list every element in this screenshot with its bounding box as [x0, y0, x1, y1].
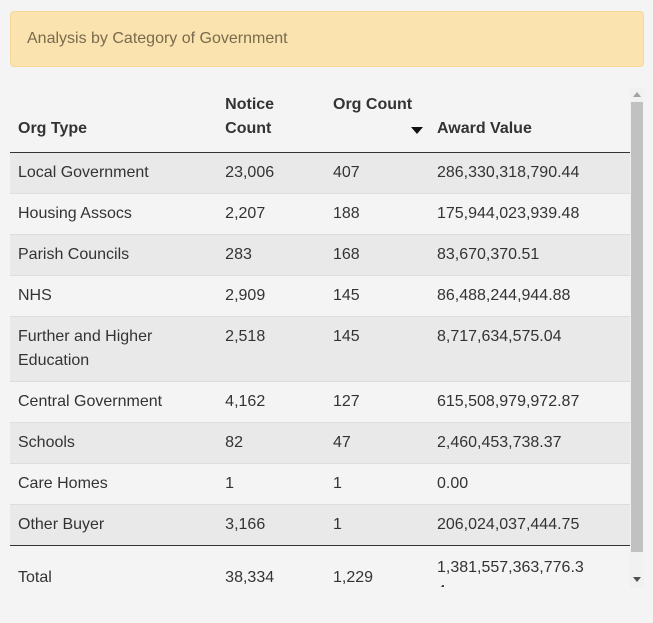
vertical-scrollbar[interactable] — [630, 88, 644, 588]
table-row[interactable]: Central Government 4,162 127 615,508,979,97… — [10, 381, 630, 423]
table-row[interactable]: NHS 2,909 145 86,488,244,944.88 — [10, 275, 630, 317]
cell-award-value: 175,944,023,939.48 — [428, 193, 630, 235]
category-table: Org Type Notice Count Org Count Award Va… — [10, 87, 630, 587]
total-row: Total 38,334 1,229 1,381,557,363,776.34 — [10, 545, 630, 587]
panel-title: Analysis by Category of Government — [27, 30, 288, 47]
header-award-value[interactable]: Award Value — [436, 120, 532, 137]
header-org-count-label: Org Count — [333, 96, 413, 113]
table-row[interactable]: Parish Councils 283 168 83,670,370.51 — [10, 234, 630, 276]
table-header-row: Org Type Notice Count Org Count Award Va… — [10, 87, 630, 153]
cell-notice-count: 1 — [217, 463, 325, 505]
cell-award-value: 86,488,244,944.88 — [428, 275, 630, 317]
total-award-value-text: 1,381,557,363,776.34 — [436, 559, 584, 587]
cell-notice-count: 2,909 — [217, 275, 325, 317]
header-notice-count[interactable]: Notice Count — [225, 96, 275, 137]
cell-org-type: Other Buyer — [10, 504, 218, 546]
cell-notice-count: 2,207 — [217, 193, 325, 235]
header-org-type[interactable]: Org Type — [18, 120, 88, 137]
cell-org-type: Care Homes — [10, 463, 218, 505]
table-row[interactable]: Local Government 23,006 407 286,330,318,790… — [10, 152, 630, 194]
cell-notice-count: 82 — [217, 422, 325, 464]
cell-award-value: 286,330,318,790.44 — [436, 164, 580, 181]
cell-org-count: 145 — [325, 275, 429, 317]
cell-org-type: Further and Higher Education — [10, 316, 218, 382]
table-row[interactable]: Further and Higher Education 2,518 145 8,71… — [10, 316, 630, 382]
table-row[interactable]: Care Homes 1 1 0.00 — [10, 463, 630, 505]
cell-org-count: 1 — [325, 504, 429, 546]
table-body: Local Government 23,006 407 286,330,318,790… — [10, 152, 630, 546]
cell-org-count: 145 — [325, 316, 429, 382]
header-org-count[interactable]: Org Count — [325, 87, 429, 153]
cell-org-type: Housing Assocs — [10, 193, 218, 235]
table-scroll-area[interactable]: Org Type Notice Count Org Count Award Va… — [10, 87, 644, 587]
total-label: Total — [18, 569, 52, 586]
cell-org-type: Parish Councils — [10, 234, 218, 276]
scroll-up-icon[interactable] — [633, 92, 641, 97]
cell-award-value: 83,670,370.51 — [428, 234, 630, 276]
cell-org-count: 407 — [333, 164, 360, 181]
scrollbar-thumb[interactable] — [631, 102, 643, 552]
scroll-down-icon[interactable] — [633, 577, 641, 582]
cell-award-value: 615,508,979,972.87 — [428, 381, 630, 423]
cell-award-value: 206,024,037,444.75 — [428, 504, 630, 546]
cell-notice-count: 23,006 — [225, 164, 275, 181]
cell-org-type: NHS — [10, 275, 218, 317]
table-row[interactable]: Schools 82 47 2,460,453,738.37 — [10, 422, 630, 464]
total-notice-count: 38,334 — [225, 569, 275, 586]
cell-org-type: Central Government — [10, 381, 218, 423]
cell-org-count: 1 — [325, 463, 429, 505]
panel-header: Analysis by Category of Government — [10, 11, 644, 67]
cell-org-count: 127 — [325, 381, 429, 423]
sort-desc-icon[interactable] — [410, 127, 423, 134]
cell-org-type: Schools — [10, 422, 218, 464]
cell-award-value: 8,717,634,575.04 — [428, 316, 630, 382]
cell-org-count: 188 — [325, 193, 429, 235]
table-row[interactable]: Other Buyer 3,166 1 206,024,037,444.75 — [10, 504, 630, 546]
cell-award-value: 0.00 — [428, 463, 630, 505]
cell-org-count: 168 — [325, 234, 429, 276]
cell-award-value: 2,460,453,738.37 — [428, 422, 630, 464]
cell-notice-count: 2,518 — [217, 316, 325, 382]
cell-notice-count: 3,166 — [217, 504, 325, 546]
table-row[interactable]: Housing Assocs 2,207 188 175,944,023,939.48 — [10, 193, 630, 235]
total-org-count: 1,229 — [333, 569, 374, 586]
cell-org-count: 47 — [325, 422, 429, 464]
cell-notice-count: 4,162 — [217, 381, 325, 423]
cell-notice-count: 283 — [217, 234, 325, 276]
total-award-value: 1,381,557,363,776.34 — [429, 546, 630, 587]
cell-org-type: Local Government — [18, 164, 149, 181]
